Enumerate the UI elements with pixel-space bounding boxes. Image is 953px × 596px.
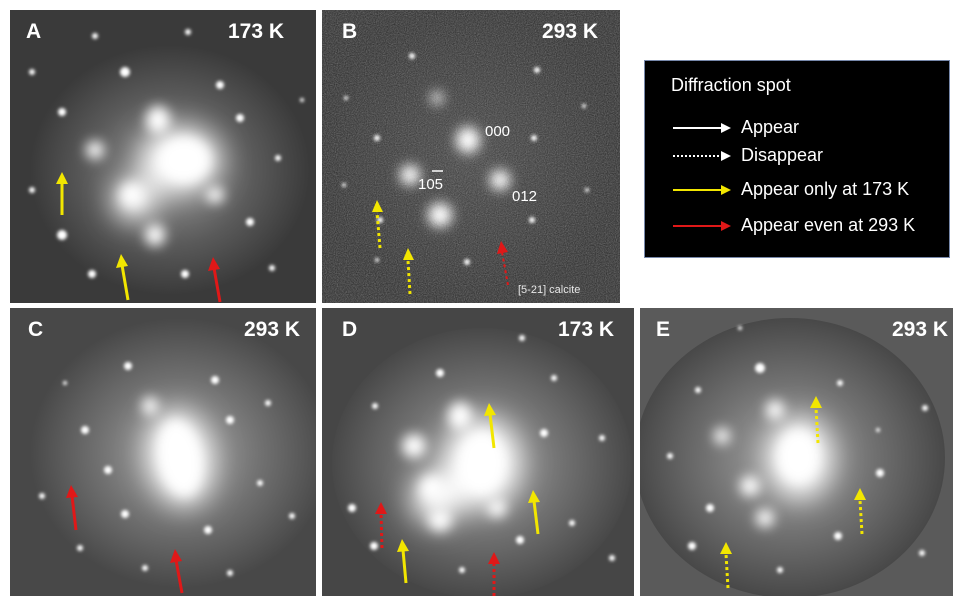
legend-text-appear: Appear (741, 117, 800, 137)
solid-white-arrow-icon (673, 123, 731, 133)
diffraction-image-a (10, 10, 316, 303)
panel-a: A 173 K (10, 10, 316, 303)
miller-index-000: 000 (485, 123, 511, 140)
panel-label-e: E (656, 318, 671, 341)
panel-e: E 293 K (640, 308, 953, 596)
panel-b: B 293 K 000 012 105 [5-21] calcite (322, 10, 620, 303)
miller-index-105: 105 (418, 176, 444, 193)
diffraction-image-b (322, 10, 620, 303)
panel-label-d: D (342, 318, 358, 341)
red-arrow-icon (673, 221, 731, 231)
dotted-white-arrow-icon (673, 151, 731, 161)
diffraction-image-c (10, 308, 316, 596)
temperature-label-a: 173 K (228, 20, 285, 43)
legend-item-appear: Appear (671, 117, 951, 141)
panel-c: C 293 K (10, 308, 316, 596)
diffraction-image-e (640, 308, 953, 596)
temperature-label-e: 293 K (892, 318, 949, 341)
legend-item-appear-293k: Appear even at 293 K (671, 215, 951, 239)
legend: Diffraction spot Appear Disappear Appear… (644, 60, 950, 258)
legend-item-appear-173k: Appear only at 173 K (671, 179, 951, 203)
legend-text-disappear: Disappear (741, 145, 824, 165)
temperature-label-d: 173 K (558, 318, 615, 341)
panel-label-c: C (28, 318, 44, 341)
legend-text-appear-173k: Appear only at 173 K (741, 179, 910, 199)
yellow-arrow-icon (673, 185, 731, 195)
legend-item-disappear: Disappear (671, 145, 951, 169)
temperature-label-b: 293 K (542, 20, 599, 43)
legend-text-appear-293k: Appear even at 293 K (741, 215, 916, 235)
diffraction-image-d (322, 308, 634, 596)
panel-d: D 173 K (322, 308, 634, 596)
panel-label-b: B (342, 20, 358, 43)
legend-title: Diffraction spot (671, 75, 791, 95)
panel-label-a: A (26, 20, 42, 43)
temperature-label-c: 293 K (244, 318, 301, 341)
zone-axis-caption: [5-21] calcite (518, 284, 581, 296)
miller-index-012: 012 (512, 188, 538, 205)
